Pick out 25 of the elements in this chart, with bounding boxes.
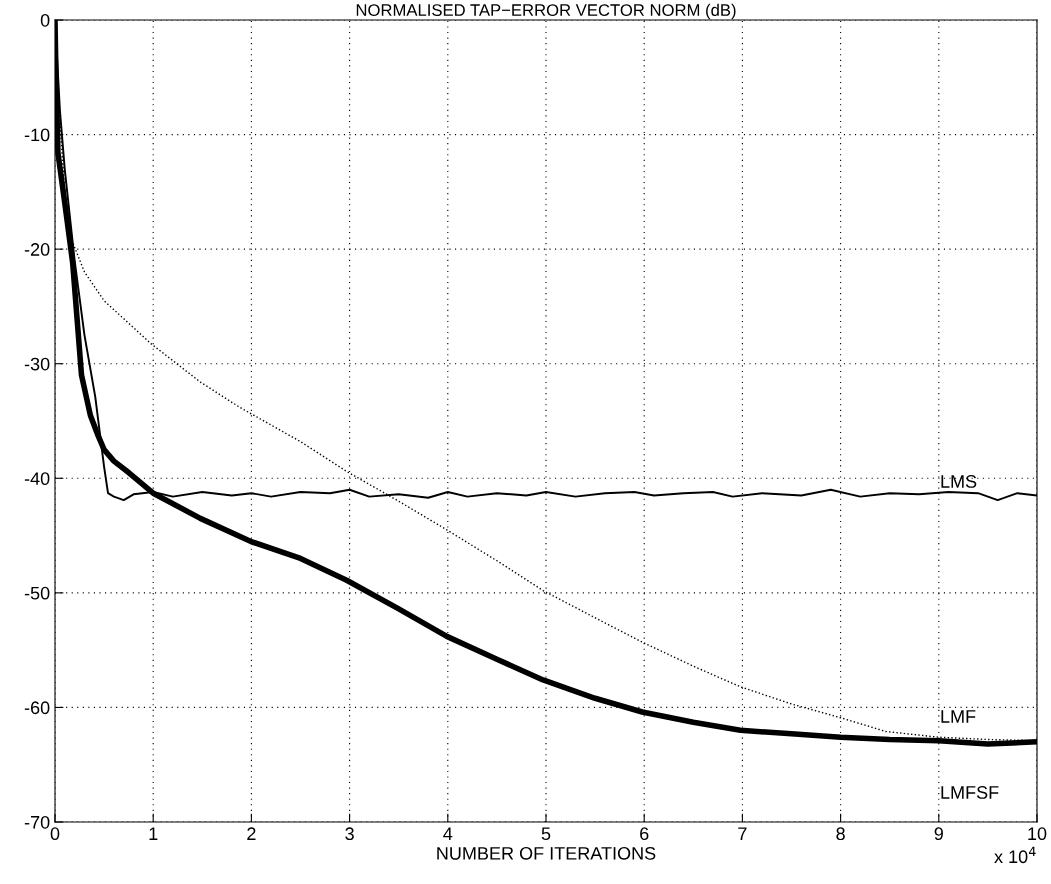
x-tick-label: 5 [541, 827, 551, 841]
annotation: LMF [941, 710, 976, 723]
annotation: LMFSF [941, 786, 999, 799]
x-tick-label: 10 [1028, 827, 1047, 841]
x-tick-label: 9 [934, 827, 943, 841]
x-tick-label: 8 [836, 827, 845, 841]
annotation: LMS [941, 475, 977, 488]
chart-title: NORMALISED TAP−ERROR VECTOR NORM (dB) [356, 3, 736, 20]
y-tick-label: -40 [24, 472, 50, 486]
text: x 10$^{4}$ [994, 846, 1036, 864]
x-tick-label: 1 [149, 827, 158, 840]
y-tick-label: -70 [24, 815, 50, 829]
y-tick-label: -10 [24, 128, 50, 142]
x-tick-label: 7 [738, 827, 747, 840]
x-tick-label: 4 [443, 827, 453, 840]
x-tick-label: 3 [345, 827, 354, 841]
y-tick-label: -30 [24, 357, 50, 371]
y-tick-label: -20 [24, 243, 50, 256]
x-axis-title: NUMBER OF ITERATIONS [437, 846, 656, 860]
y-tick-label: -60 [24, 701, 50, 715]
x-tick-label: 6 [640, 827, 649, 841]
x-tick-label: 0 [50, 827, 60, 841]
x-tick-label: 2 [247, 827, 256, 840]
y-tick-label: -50 [24, 586, 50, 600]
y-tick-label: 0 [40, 13, 50, 27]
